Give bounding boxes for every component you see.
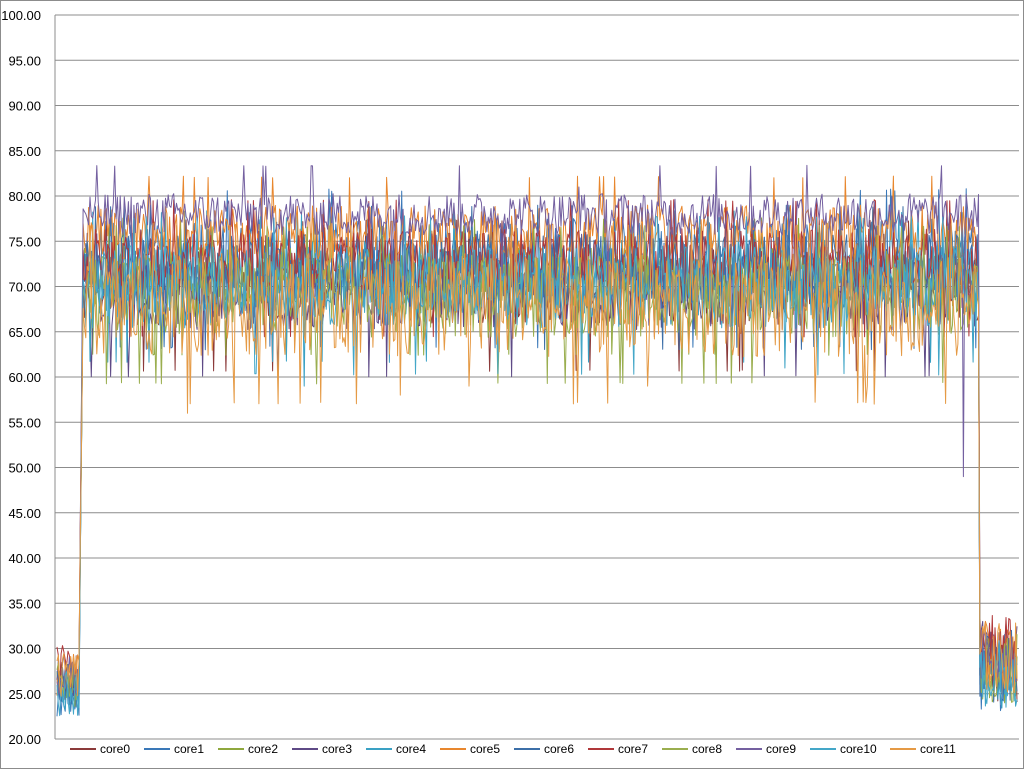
legend-label-core9: core9 [766, 742, 796, 756]
y-tick-label: 80.00 [8, 189, 41, 204]
legend-label-core1: core1 [174, 742, 204, 756]
legend-label-core5: core5 [470, 742, 500, 756]
legend: core0 core1 core2 core3 core4 core5 core6 core7… [70, 742, 956, 756]
legend-label-core8: core8 [692, 742, 722, 756]
legend-label-core11: core11 [920, 742, 956, 756]
y-tick-label: 25.00 [8, 687, 41, 702]
series-line-core11 [56, 222, 1018, 697]
y-tick-label: 95.00 [8, 53, 41, 68]
y-tick-label: 60.00 [8, 370, 41, 385]
y-tick-label: 75.00 [8, 234, 41, 249]
legend-label-core7: core7 [618, 742, 648, 756]
y-tick-label: 55.00 [8, 415, 41, 430]
y-tick-label: 50.00 [8, 461, 41, 476]
y-tick-label: 40.00 [8, 551, 41, 566]
legend-label-core6: core6 [544, 742, 574, 756]
y-tick-label: 30.00 [8, 642, 41, 657]
y-tick-label: 90.00 [8, 99, 41, 114]
y-tick-label: 100.00 [1, 8, 41, 23]
y-tick-label: 35.00 [8, 596, 41, 611]
legend-label-core10: core10 [840, 742, 877, 756]
legend-label-core0: core0 [100, 742, 130, 756]
legend-label-core2: core2 [248, 742, 278, 756]
y-tick-label: 65.00 [8, 325, 41, 340]
legend-label-core3: core3 [322, 742, 352, 756]
legend-label-core4: core4 [396, 742, 426, 756]
y-tick-label: 20.00 [8, 732, 41, 747]
y-tick-label: 85.00 [8, 144, 41, 159]
y-tick-label: 70.00 [8, 280, 41, 295]
y-tick-label: 45.00 [8, 506, 41, 521]
series-line-core9 [56, 164, 1018, 695]
